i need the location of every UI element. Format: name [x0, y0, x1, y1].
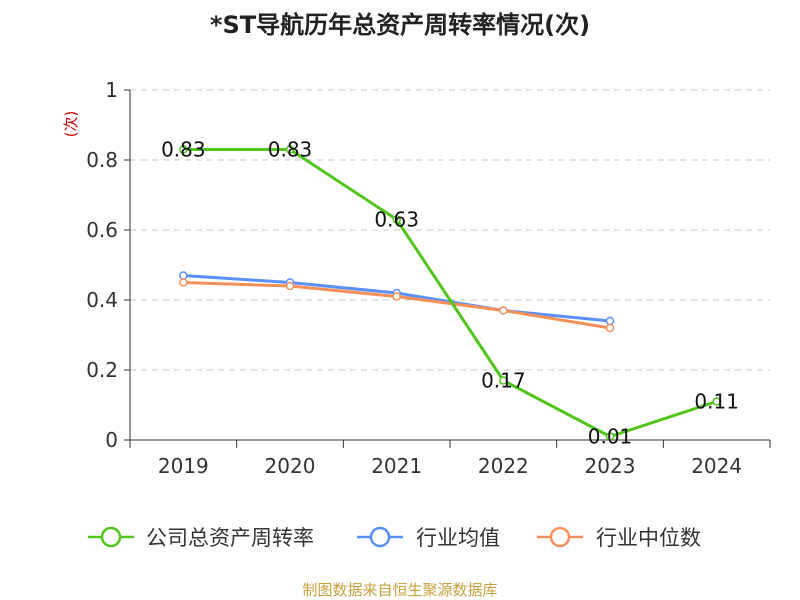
legend-marker — [549, 526, 571, 548]
data-point — [392, 292, 401, 301]
data-point — [179, 278, 188, 287]
data-label: 0.01 — [588, 425, 633, 449]
data-label: 0.83 — [268, 138, 313, 162]
legend-marker — [100, 526, 122, 548]
data-point — [605, 323, 615, 333]
y-tick-label: 0 — [105, 428, 118, 452]
data-point — [285, 281, 295, 291]
series-line-0 — [183, 148, 718, 438]
data-point — [179, 145, 188, 154]
data-point — [605, 316, 615, 326]
data-labels: 0.83 0.83 0.63 0.17 0.01 0.11 — [161, 138, 739, 449]
y-tick-label: 0.4 — [86, 288, 118, 312]
y-tick-label: 0.2 — [86, 358, 118, 382]
x-tick-label: 2022 — [478, 454, 529, 478]
source-note: 制图数据来自恒生聚源数据库 — [302, 581, 497, 599]
data-point — [499, 376, 508, 385]
data-label: 0.11 — [694, 390, 739, 414]
x-tick-label: 2024 — [691, 454, 742, 478]
chart-title: *ST导航历年总资产周转率情况(次) — [210, 11, 590, 39]
y-axis: 0 0.2 0.4 0.6 0.8 1 — [86, 78, 131, 452]
y-tick-label: 0.8 — [86, 148, 118, 172]
data-label: 0.17 — [481, 369, 526, 393]
data-point — [179, 271, 188, 280]
x-tick-label: 2020 — [265, 454, 316, 478]
x-tick-label: 2019 — [158, 454, 209, 478]
legend-label: 行业均值 — [416, 526, 500, 550]
x-axis: 2019 2020 2021 2022 2023 2024 — [129, 439, 771, 478]
data-label: 0.63 — [374, 208, 419, 232]
data-point — [392, 215, 401, 224]
x-tick-label: 2023 — [585, 454, 636, 478]
data-point — [712, 397, 721, 406]
data-label: 0.83 — [161, 138, 206, 162]
y-tick-label: 0.6 — [86, 218, 118, 242]
legend-label: 行业中位数 — [596, 526, 701, 550]
x-tick-label: 2021 — [371, 454, 422, 478]
legend-marker — [369, 526, 391, 548]
series-layer — [179, 145, 721, 441]
data-point — [499, 306, 508, 315]
legend-label: 公司总资产周转率 — [146, 526, 314, 550]
data-point — [605, 432, 615, 441]
y-axis-unit: (次) — [62, 111, 80, 138]
legend: 公司总资产周转率 行业均值 行业中位数 — [88, 526, 701, 550]
y-tick-label: 1 — [105, 78, 118, 102]
data-point — [285, 145, 295, 154]
grid-lines — [130, 89, 770, 371]
